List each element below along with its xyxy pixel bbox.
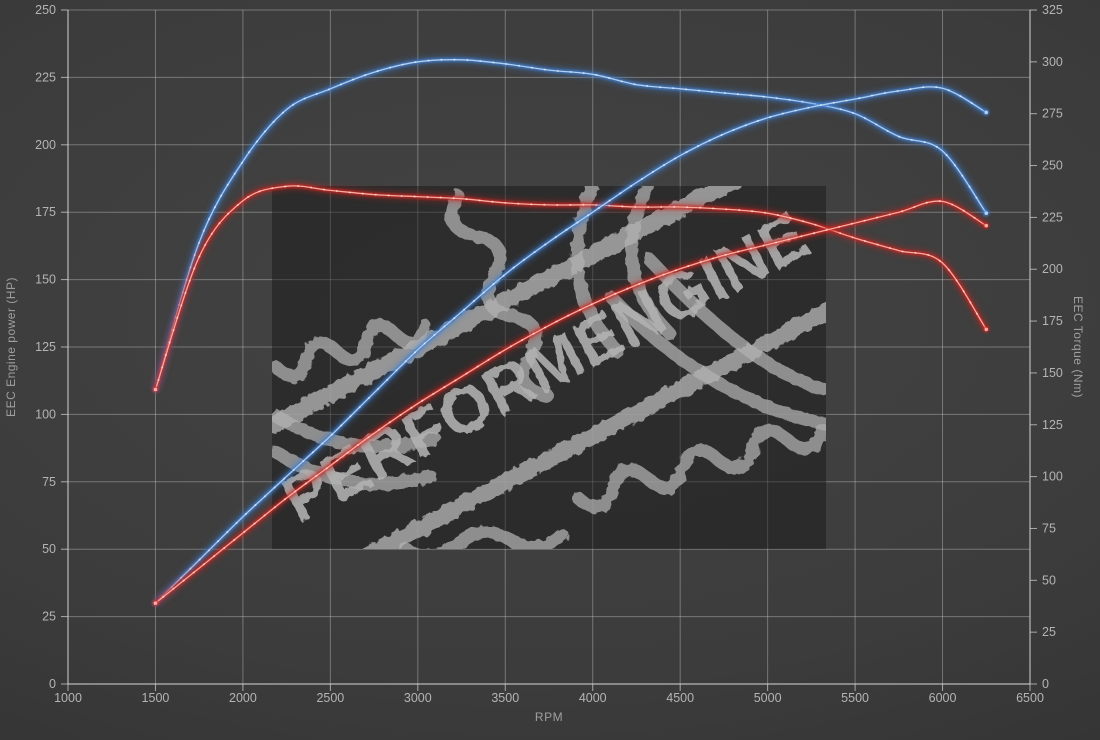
y-right-tick-label: 50 [1042, 573, 1056, 587]
y-right-tick-label: 200 [1042, 262, 1063, 276]
gear-teeth-icon [398, 525, 569, 549]
y-right-tick-label: 25 [1042, 625, 1056, 639]
axes: 1000 1500 2000 2500 3000 3500 4000 4500 5000 5500… [35, 3, 1063, 705]
x-tick-label: 3000 [404, 691, 432, 705]
curve-endpoint-power-red [984, 223, 989, 228]
y-left-tick-label: 75 [42, 475, 56, 489]
y-right-tick-label: 125 [1042, 418, 1063, 432]
y-left-tick-label: 225 [35, 70, 56, 84]
y-left-axis-title: EEC Engine power (HP) [4, 277, 18, 417]
curve-torque-red [151, 181, 991, 393]
x-tick-label: 6500 [1016, 691, 1044, 705]
curve-power-red [152, 196, 990, 607]
watermark: PERFORMENGINE [272, 186, 826, 549]
x-tick-label: 4500 [666, 691, 694, 705]
y-left-tick-label: 50 [42, 542, 56, 556]
curve-endpoint-power-blue [984, 110, 989, 115]
x-tick-label: 1000 [54, 691, 82, 705]
x-tick-label: 2000 [229, 691, 257, 705]
y-left-tick-label: 175 [35, 205, 56, 219]
gear-teeth-icon [571, 423, 826, 514]
curve-endpoint-power-red [153, 601, 158, 605]
y-left-tick-label: 100 [35, 407, 56, 421]
x-tick-label: 6000 [929, 691, 957, 705]
y-right-tick-label: 300 [1042, 55, 1063, 69]
watermark-stripe-top [272, 186, 818, 470]
x-axis-title: RPM [535, 710, 563, 724]
curve-line-power-blue [155, 86, 987, 604]
curve-line-torque-red [154, 185, 987, 390]
x-tick-label: 5500 [841, 691, 869, 705]
y-left-tick-label: 125 [35, 340, 56, 354]
y-left-tick-label: 250 [35, 3, 56, 17]
y-right-tick-label: 325 [1042, 3, 1063, 17]
y-right-tick-label: 0 [1042, 677, 1049, 691]
gear-teeth-icon [272, 319, 432, 384]
y-right-tick-label: 225 [1042, 210, 1063, 224]
watermark-stripe-bottom [275, 266, 826, 549]
curve-endpoint-torque-blue [984, 211, 989, 216]
x-tick-label: 4000 [579, 691, 607, 705]
y-right-tick-label: 250 [1042, 159, 1063, 173]
x-tick-label: 2500 [316, 691, 344, 705]
y-right-axis-title: EEC Torque (Nm) [1071, 296, 1085, 398]
y-right-tick-label: 75 [1042, 521, 1056, 535]
x-tick-label: 3500 [491, 691, 519, 705]
curve-endpoint-torque-red [984, 327, 989, 332]
y-right-tick-label: 175 [1042, 314, 1063, 328]
y-right-tick-label: 275 [1042, 107, 1063, 121]
y-left-tick-label: 0 [49, 677, 56, 691]
curve-line-torque-blue [154, 59, 987, 390]
curve-endpoint-torque-red [153, 387, 158, 392]
y-left-tick-label: 200 [35, 138, 56, 152]
x-tick-label: 1500 [142, 691, 170, 705]
y-left-tick-label: 25 [42, 610, 56, 624]
y-left-tick-label: 150 [35, 273, 56, 287]
curves [151, 55, 991, 607]
y-right-tick-label: 150 [1042, 366, 1063, 380]
x-tick-label: 5000 [754, 691, 782, 705]
y-right-tick-label: 100 [1042, 470, 1063, 484]
